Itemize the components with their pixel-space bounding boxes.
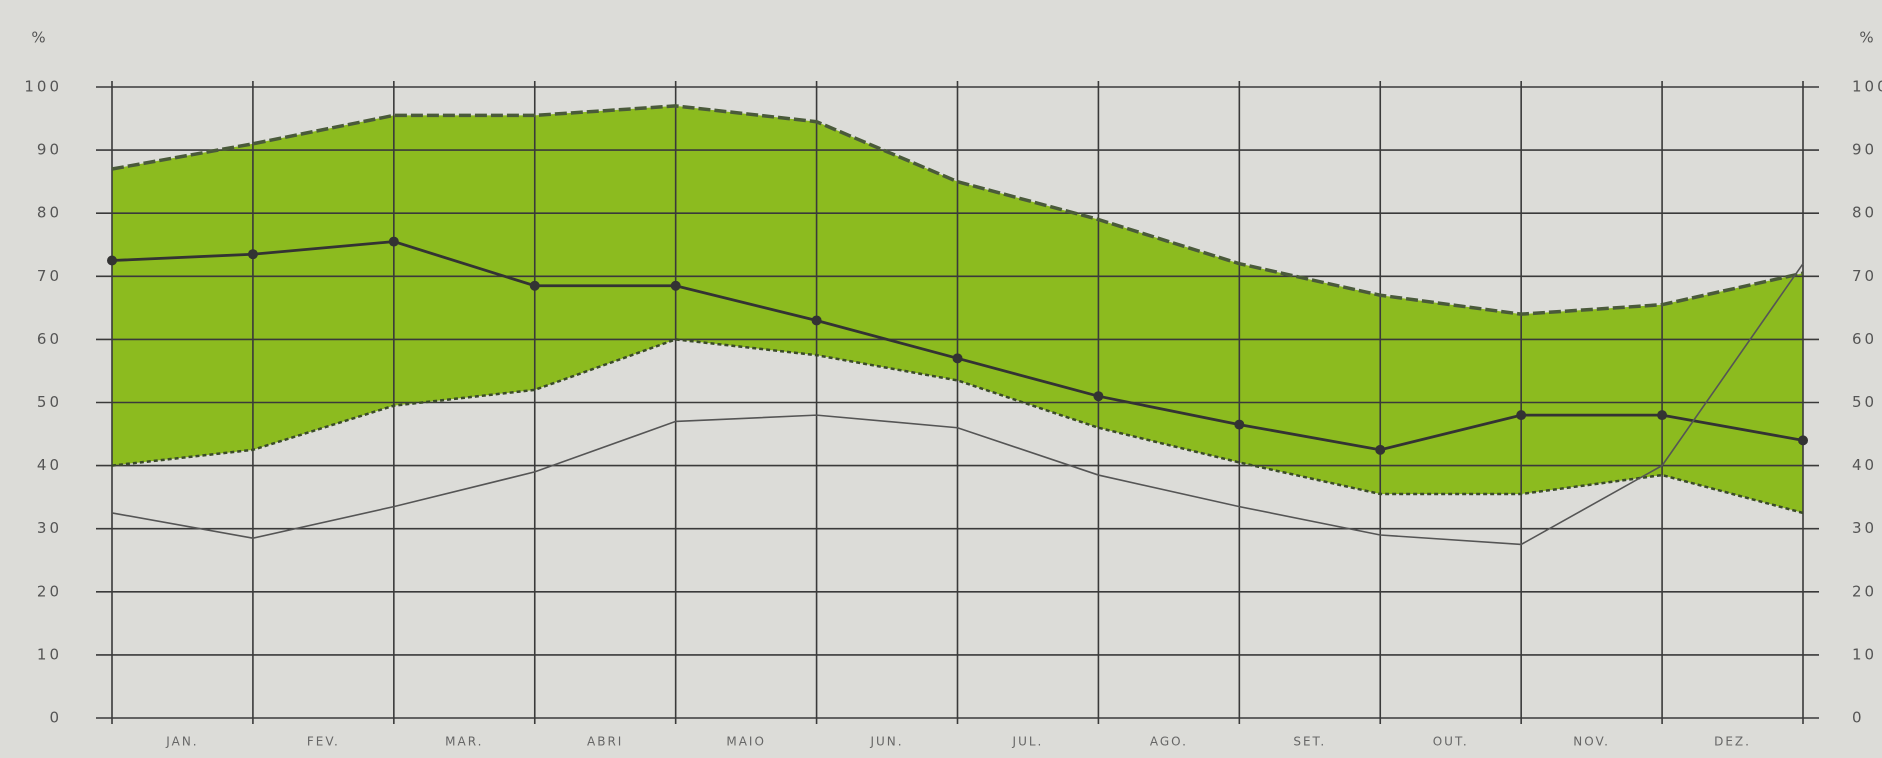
y-tick-label: 100: [24, 78, 62, 96]
y-tick-label-right: 60: [1852, 330, 1877, 348]
y-tick-label-right: 100: [1852, 78, 1882, 96]
y-tick-label-right: 30: [1852, 519, 1877, 537]
x-tick-label: JAN.: [165, 735, 198, 749]
x-tick-label: MAIO: [726, 735, 766, 749]
y-tick-label: 0: [49, 709, 62, 727]
x-tick-label: FEV.: [307, 735, 340, 749]
y-tick-label-right: 80: [1852, 204, 1877, 222]
point: [1093, 391, 1104, 402]
series-line: [111, 263, 1804, 546]
x-tick-label: MAR.: [445, 735, 483, 749]
point: [388, 236, 399, 247]
point: [247, 249, 258, 260]
point: [1516, 410, 1527, 421]
x-tick-label: JUN.: [869, 735, 903, 749]
point: [1657, 410, 1668, 421]
y-tick-label: 40: [37, 456, 62, 474]
y-tick-label: 20: [37, 582, 62, 600]
x-tick-label: DEZ.: [1714, 735, 1751, 749]
y-tick-label-right: 40: [1852, 456, 1877, 474]
y-tick-label-right: 50: [1852, 393, 1877, 411]
point: [1375, 444, 1386, 455]
y-tick-label: 50: [37, 393, 62, 411]
y-tick-label-right: 90: [1852, 141, 1877, 159]
y-axis-label: %: [31, 29, 48, 47]
x-tick-label: ABRI: [587, 735, 623, 749]
point: [107, 255, 117, 266]
y-axis-label-right: %: [1859, 29, 1876, 47]
y-tick-label-right: 70: [1852, 267, 1877, 285]
point: [952, 353, 963, 364]
y-tick-label: 90: [37, 141, 62, 159]
point: [529, 280, 540, 291]
y-tick-label: 80: [37, 204, 62, 222]
point: [1798, 435, 1808, 446]
point: [1234, 419, 1245, 430]
x-tick-label: OUT.: [1433, 735, 1469, 749]
y-tick-label: 70: [37, 267, 62, 285]
x-tick-label: AGO.: [1150, 735, 1188, 749]
x-tick-label: SET.: [1293, 735, 1326, 749]
y-tick-label: 30: [37, 519, 62, 537]
y-tick-label-right: 20: [1852, 582, 1877, 600]
x-tick-label: JUL.: [1012, 735, 1044, 749]
point: [811, 315, 822, 326]
x-tick-label: NOV.: [1573, 735, 1610, 749]
y-tick-label-right: 0: [1852, 709, 1865, 727]
series-line: [111, 104, 1804, 316]
y-tick-label-right: 10: [1852, 645, 1877, 663]
y-tick-label: 10: [37, 645, 62, 663]
series-line: [111, 338, 1804, 515]
point: [670, 280, 681, 291]
y-tick-label: 60: [37, 330, 62, 348]
